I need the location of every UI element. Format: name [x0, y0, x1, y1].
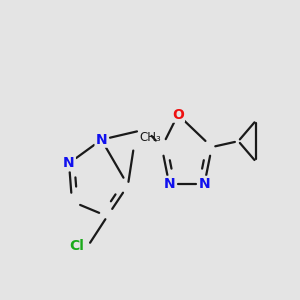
Text: N: N [63, 156, 75, 170]
Text: N: N [163, 177, 175, 191]
Text: CH₃: CH₃ [140, 131, 161, 144]
Text: Cl: Cl [69, 239, 84, 253]
Text: N: N [199, 177, 210, 191]
Text: O: O [172, 108, 184, 122]
Text: N: N [96, 133, 107, 147]
